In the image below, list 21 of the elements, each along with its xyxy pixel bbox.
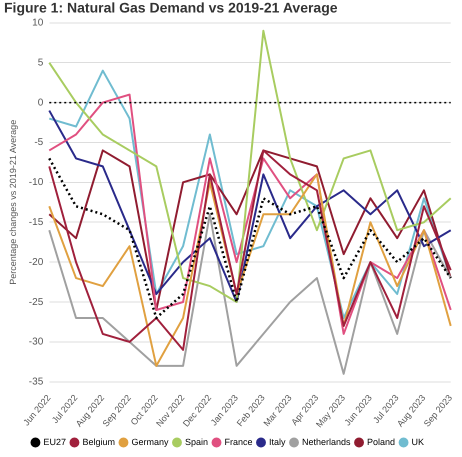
y-tick-label: -35	[28, 376, 44, 388]
legend-label: Germany	[131, 436, 169, 447]
y-tick-label: -25	[28, 296, 44, 308]
y-tick-label: -30	[28, 336, 44, 348]
legend-label: Italy	[269, 436, 286, 447]
legend-label: Belgium	[82, 436, 115, 447]
legend-label: Spain	[184, 436, 208, 447]
y-tick-label: 0	[38, 97, 44, 108]
y-tick-label: 10	[32, 18, 44, 29]
legend-label: Poland	[367, 436, 396, 447]
legend-label: EU27	[43, 436, 66, 447]
y-tick-label: -15	[28, 216, 44, 228]
legend-label: Netherlands	[302, 436, 352, 447]
y-tick-label: -20	[28, 256, 44, 268]
chart-title: Figure 1: Natural Gas Demand vs 2019-21 Average	[4, 0, 338, 16]
y-tick-label: -10	[28, 177, 44, 188]
y-tick-label: -5	[34, 137, 44, 148]
y-tick-label: 5	[38, 57, 44, 68]
y-axis-title: Percentage changes vs 2019-21 Average	[8, 120, 18, 285]
legend-label: UK	[412, 436, 424, 447]
legend-label: France	[224, 436, 253, 447]
